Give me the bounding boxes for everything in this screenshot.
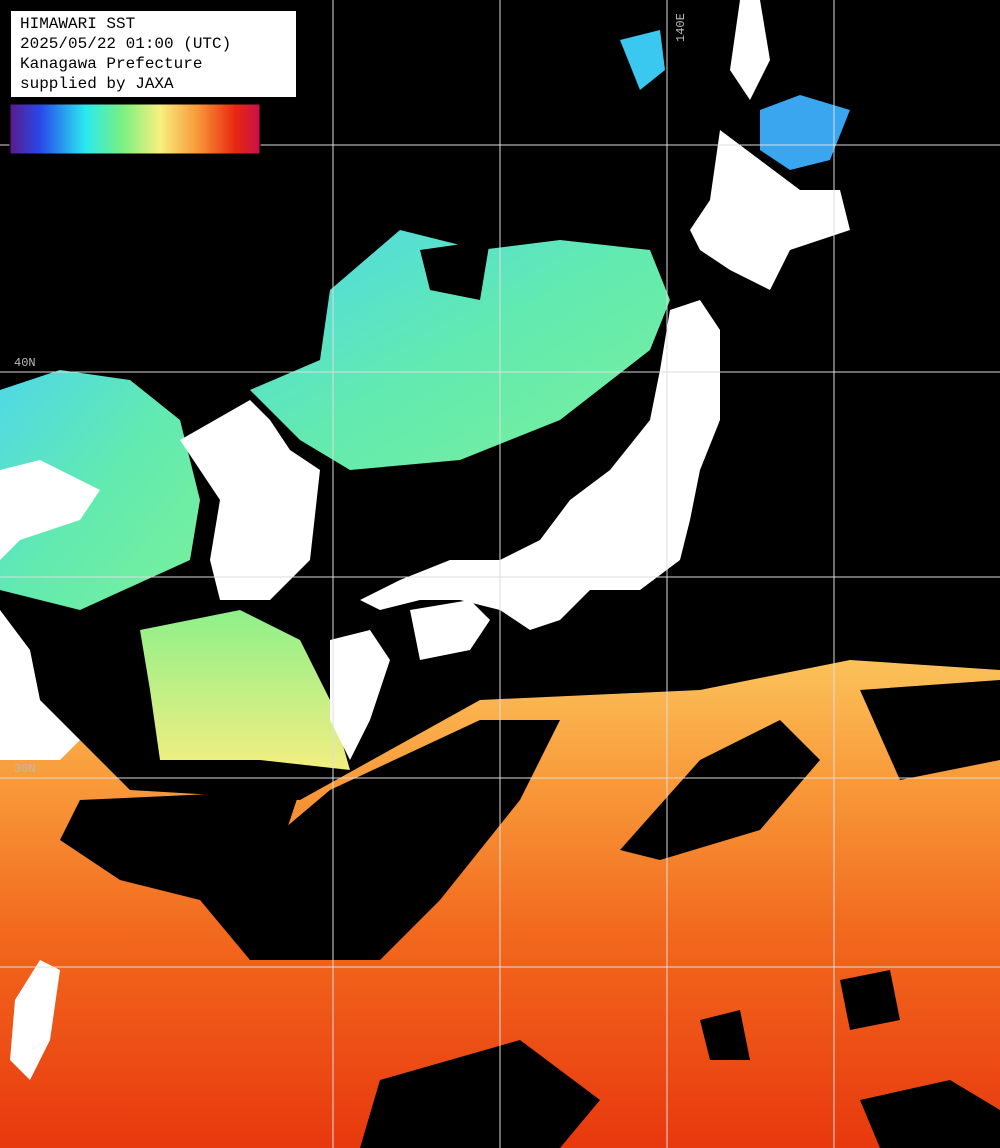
- east-china-sea: [140, 610, 350, 770]
- header-line: Kanagawa Prefecture: [20, 55, 202, 73]
- cloud: [360, 1040, 600, 1148]
- cloud: [860, 680, 1000, 780]
- taiwan: [10, 960, 60, 1080]
- cloud: [840, 970, 900, 1030]
- header-box: HIMAWARI SST 2025/05/22 01:00 (UTC) Kana…: [9, 9, 298, 99]
- header-frame: [9, 9, 298, 99]
- cloud: [200, 720, 560, 960]
- land: [0, 0, 850, 1080]
- hokkaido: [690, 130, 850, 290]
- cloud: [420, 240, 490, 300]
- cloud: [700, 1010, 750, 1060]
- sakhalin: [730, 0, 770, 100]
- china-south: [0, 610, 80, 760]
- korea: [180, 400, 320, 600]
- tatar-strait: [620, 30, 665, 90]
- honshu: [360, 300, 720, 630]
- lon-label: 140E: [674, 13, 688, 42]
- lat-label: 30N: [14, 762, 36, 776]
- cloud: [860, 1080, 1000, 1148]
- header-line: 2025/05/22 01:00 (UTC): [20, 35, 231, 53]
- header-line: supplied by JAXA: [20, 75, 174, 93]
- okhotsk: [760, 95, 850, 170]
- kyushu: [330, 630, 390, 760]
- clouds: [60, 240, 1000, 1148]
- cloud: [620, 720, 820, 860]
- shikoku: [410, 600, 490, 660]
- lat-label: 40N: [14, 356, 36, 370]
- china-coast: [0, 460, 100, 560]
- header-line: HIMAWARI SST: [20, 15, 135, 33]
- colorbar: [9, 103, 261, 155]
- colorbar-ramp: [9, 103, 261, 155]
- sea-of-japan: [250, 230, 670, 470]
